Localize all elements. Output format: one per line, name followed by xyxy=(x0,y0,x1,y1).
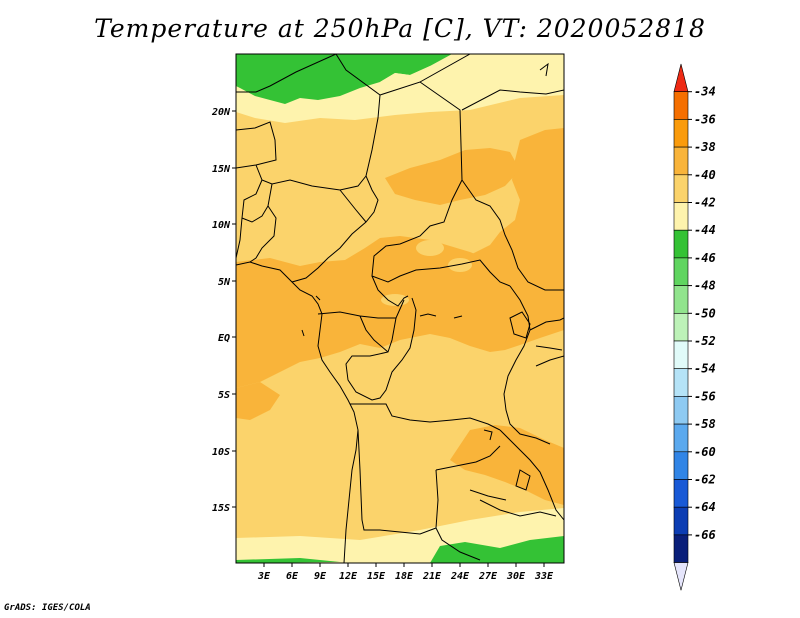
lat-label: 10N xyxy=(212,220,231,231)
colorbar-label: -46 xyxy=(694,251,716,265)
colorbar-label: -62 xyxy=(694,473,716,487)
lon-label: 3E xyxy=(257,571,271,582)
colorbar-box xyxy=(673,229,689,259)
colorbar-box xyxy=(673,257,689,286)
colorbar-label: -58 xyxy=(694,417,716,431)
lon-label: 18E xyxy=(395,571,414,582)
grads-credit: GrADS: IGES/COLA xyxy=(4,603,91,613)
lat-label: 10S xyxy=(212,447,230,458)
colorbar-box xyxy=(673,396,689,425)
colorbar-label: -38 xyxy=(694,140,716,154)
colorbar-box xyxy=(673,174,689,203)
lon-axis: 3E 6E 9E 12E 15E 18E 21E 24E 27E 30E 33E xyxy=(257,563,554,582)
colorbar-box xyxy=(673,119,689,148)
lat-label: 15S xyxy=(212,503,230,514)
colorbar-label: -40 xyxy=(694,168,716,182)
field-south-green-2 xyxy=(430,536,564,563)
colorbar-label: -48 xyxy=(694,279,716,293)
colorbar-top-triangle xyxy=(673,63,689,92)
chart-title: Temperature at 250hPa [C], VT: 202005281… xyxy=(94,14,706,43)
colorbar-box xyxy=(673,423,689,453)
field-patch-3 xyxy=(448,258,472,272)
lat-label: 5N xyxy=(218,277,231,288)
colorbar-box xyxy=(673,451,689,480)
field-warm-east xyxy=(470,128,564,300)
colorbar-box xyxy=(673,506,689,536)
colorbar-label: -66 xyxy=(694,528,716,542)
lon-label: 24E xyxy=(450,571,470,582)
lon-label: 30E xyxy=(506,571,526,582)
field-patch-2 xyxy=(490,206,510,218)
lon-label: 12E xyxy=(339,571,358,582)
field-warm-west xyxy=(236,236,564,388)
colorbar-box xyxy=(673,312,689,342)
lon-label: 15E xyxy=(367,571,386,582)
field-south-green xyxy=(236,558,340,563)
colorbar-label: -34 xyxy=(694,85,716,99)
colorbar-label: -64 xyxy=(694,500,716,514)
field-warm-tail xyxy=(236,382,280,420)
field-warm-center xyxy=(385,148,520,205)
lon-label: 9E xyxy=(314,571,327,582)
colorbar-label: -44 xyxy=(694,223,716,237)
field-patch-1 xyxy=(416,240,444,256)
lat-label: 20N xyxy=(211,107,231,118)
colorbar-label: -50 xyxy=(694,306,716,320)
colorbar: -34 -36 -38 -40 -42 -44 -46 -48 -50 -52 -54 -56 -58 -… xyxy=(673,63,716,591)
colorbar-box xyxy=(673,534,689,563)
lat-label: 15N xyxy=(212,164,231,175)
lon-label: 21E xyxy=(422,571,442,582)
country-borders xyxy=(236,54,564,563)
lon-label: 33E xyxy=(534,571,554,582)
colorbar-bottom-triangle xyxy=(673,562,689,591)
colorbar-label: -42 xyxy=(694,196,716,210)
colorbar-box xyxy=(673,368,689,397)
lat-label: EQ xyxy=(218,333,230,344)
lon-label: 27E xyxy=(478,571,498,582)
colorbar-label: -60 xyxy=(694,445,716,459)
colorbar-box xyxy=(673,479,689,508)
lon-label: 6E xyxy=(286,571,299,582)
colorbar-label: -36 xyxy=(694,112,716,126)
field-warm-southeast xyxy=(450,425,564,505)
lat-label: 5S xyxy=(218,390,230,401)
colorbar-box xyxy=(673,340,689,370)
colorbar-box xyxy=(673,146,689,176)
map-frame xyxy=(235,53,565,564)
field-patch-4 xyxy=(381,294,409,306)
lat-axis: 20N 15N 10N 5N EQ 5S 10S 15S xyxy=(211,107,236,514)
field-north-green xyxy=(236,54,452,104)
colorbar-box xyxy=(673,91,689,120)
colorbar-box xyxy=(673,202,689,231)
colorbar-label: -52 xyxy=(694,334,716,348)
colorbar-label: -56 xyxy=(694,389,716,403)
colorbar-label: -54 xyxy=(694,362,716,376)
colorbar-box xyxy=(673,285,689,314)
